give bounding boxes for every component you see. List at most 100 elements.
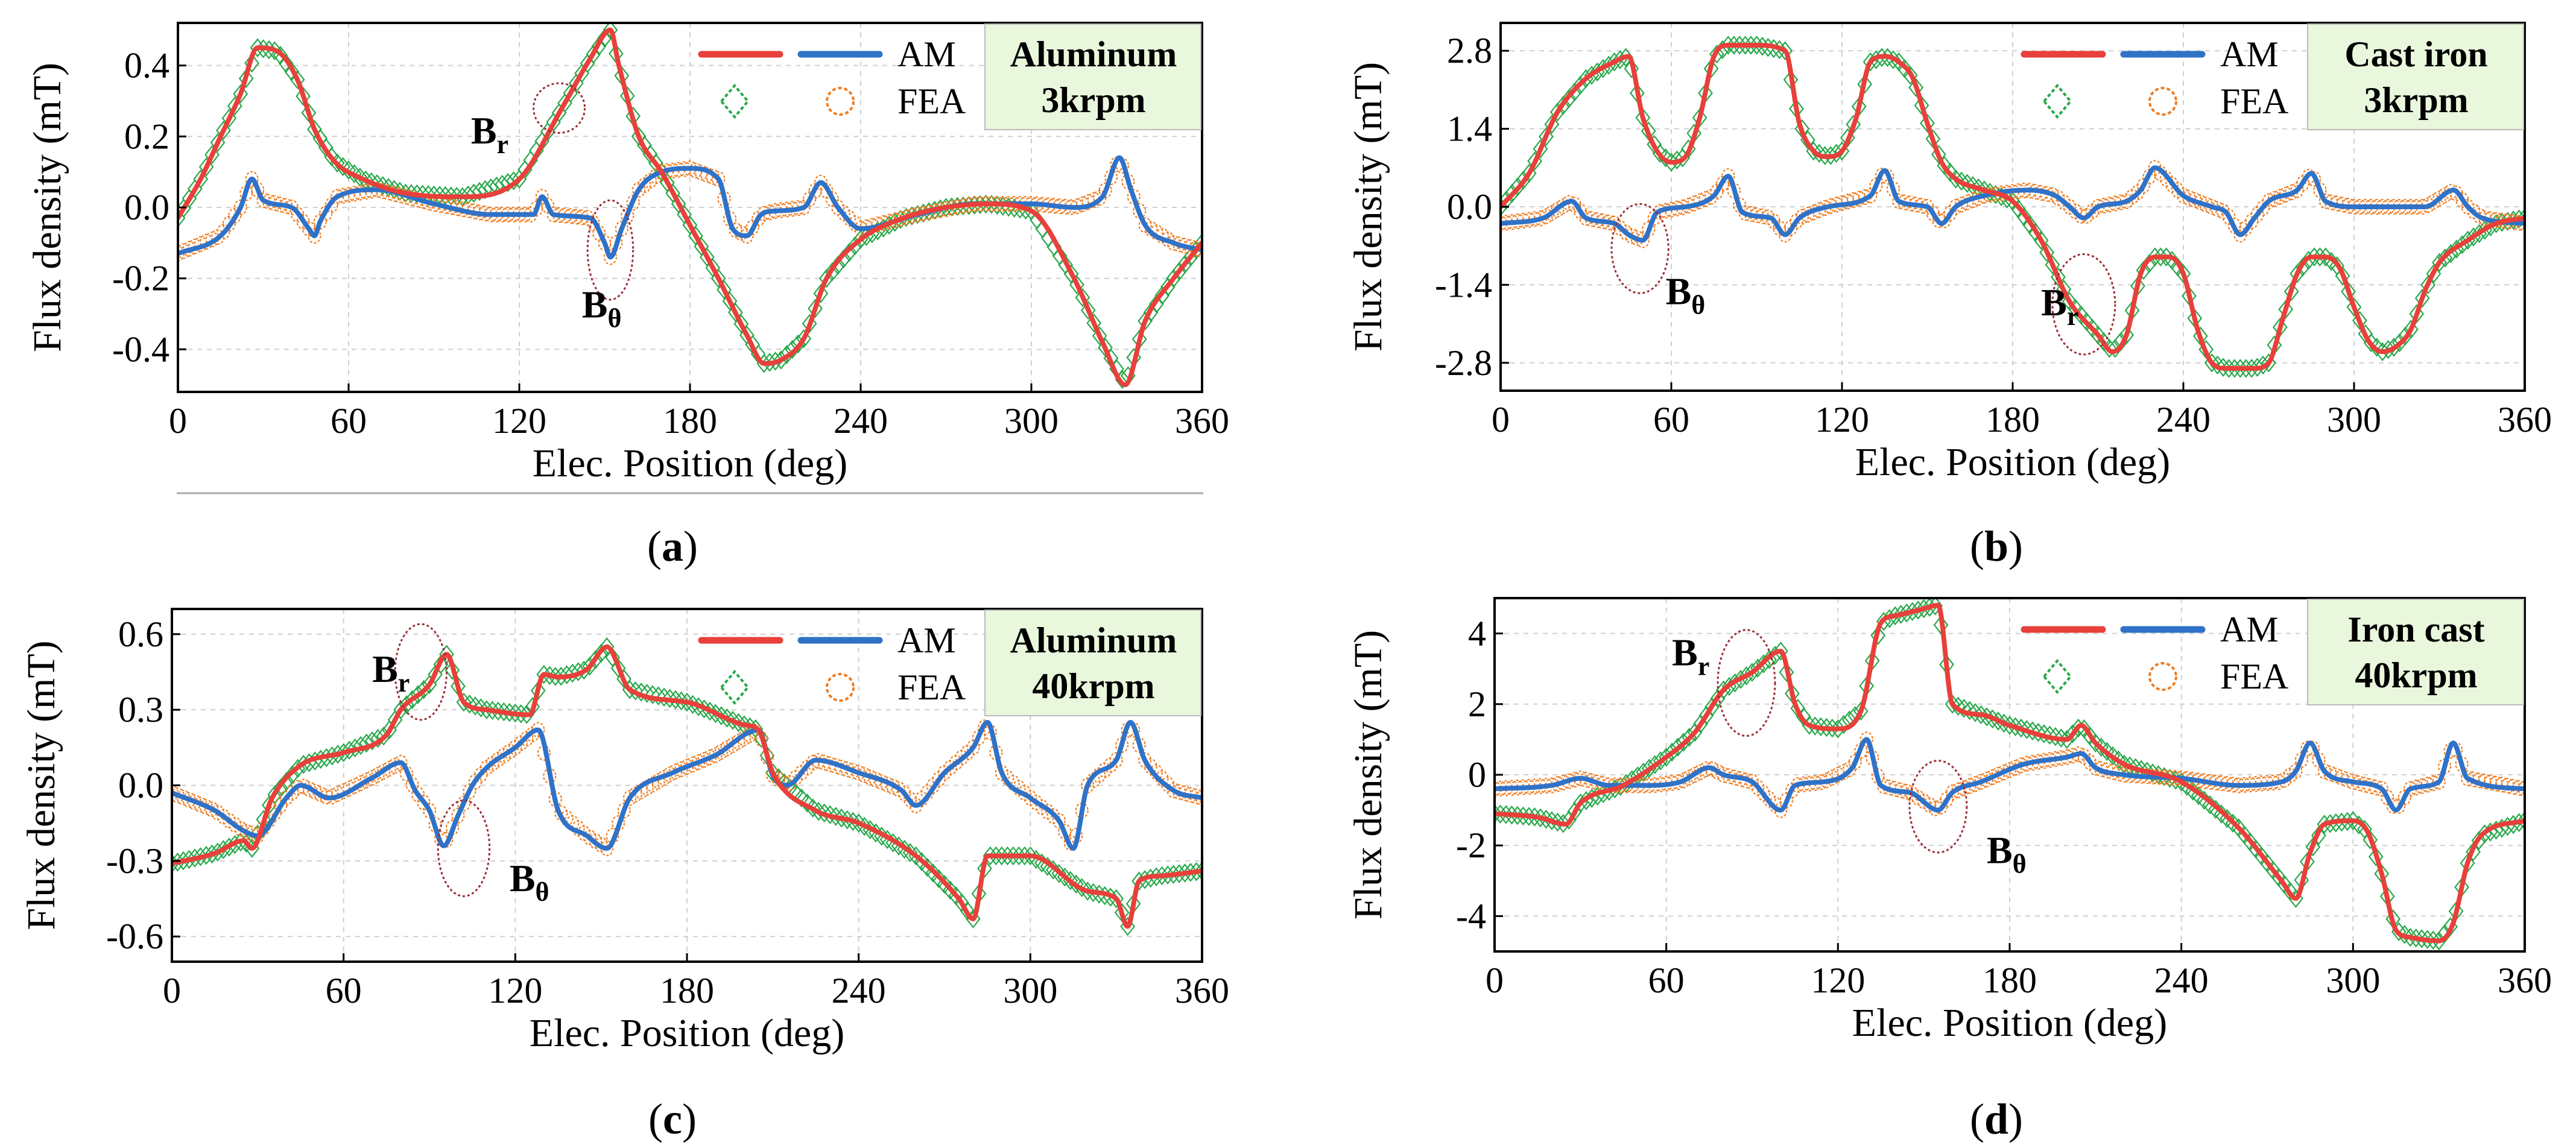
- legend: AM FEA: [2021, 610, 2288, 696]
- legend-am-label: AM: [897, 620, 956, 660]
- fea-btheta-marker: [359, 772, 373, 789]
- fea-btheta-marker: [2307, 171, 2321, 187]
- fea-br-marker: [511, 169, 527, 189]
- fea-btheta-marker: [2323, 765, 2337, 781]
- fea-br-marker: [2437, 248, 2453, 268]
- y-tick-label: 2.8: [1447, 31, 1492, 71]
- fea-br-marker: [335, 157, 350, 177]
- fea-btheta-marker: [2313, 182, 2327, 198]
- fea-br-marker: [2099, 742, 2115, 762]
- fea-br-marker: [1653, 751, 1668, 771]
- annotation-btheta: Bθ: [1610, 203, 1705, 320]
- legend-fea-btheta-marker: [826, 673, 855, 702]
- x-tick-label: 0: [1486, 960, 1504, 1000]
- fea-br-marker: [1647, 755, 1663, 774]
- fea-br-marker: [1715, 40, 1730, 60]
- fea-br-marker: [1063, 871, 1078, 891]
- x-axis-title: Elec. Position (deg): [1852, 1001, 2167, 1045]
- fea-br-marker: [1160, 277, 1176, 297]
- fea-btheta-marker: [897, 785, 911, 801]
- legend: AM FEA: [698, 620, 966, 707]
- fea-br-marker: [2105, 746, 2121, 766]
- fea-br-marker: [341, 160, 356, 180]
- fea-br-marker: [1189, 862, 1202, 882]
- fea-br-marker: [642, 144, 658, 164]
- x-tick-label: 240: [2154, 960, 2209, 1000]
- panel-label: (a): [647, 522, 698, 570]
- fea-br-marker: [725, 710, 741, 730]
- am-br-line: [172, 644, 1202, 929]
- fea-br-marker: [851, 813, 867, 833]
- fea-btheta-marker: [2432, 191, 2446, 207]
- fea-br-marker: [2500, 816, 2515, 836]
- fea-br-marker: [1954, 171, 1969, 191]
- x-tick-label: 0: [169, 401, 187, 441]
- fea-br-marker: [2122, 756, 2138, 776]
- legend-fea-label: FEA: [2220, 657, 2288, 696]
- fea-btheta-marker: [903, 791, 917, 808]
- fea-br-marker: [1834, 141, 1850, 161]
- material-name: Iron cast: [2347, 610, 2484, 649]
- fea-btheta-marker: [2512, 215, 2525, 231]
- material-speed: 40krpm: [2355, 655, 2477, 695]
- fea-btheta-marker: [709, 747, 723, 763]
- fea-btheta-marker: [1848, 754, 1862, 771]
- fea-btheta-marker: [1688, 766, 1702, 783]
- material-box-bg: [984, 24, 1201, 130]
- panel-label: (b): [1970, 522, 2023, 570]
- fea-br-marker: [2511, 813, 2525, 833]
- fea-btheta-marker: [1790, 213, 1803, 230]
- fea-br-marker: [210, 842, 226, 862]
- y-tick-label: 0.0: [118, 766, 163, 806]
- annotation-ellipse: [586, 199, 635, 301]
- legend-fea-btheta-marker: [2148, 87, 2177, 116]
- fea-br-marker: [462, 694, 477, 714]
- fea-br-marker: [2454, 235, 2470, 254]
- y-tick-label: -0.4: [112, 329, 169, 369]
- fea-btheta-marker: [2100, 762, 2114, 779]
- fea-br-marker: [221, 837, 237, 857]
- fea-btheta-marker: [1138, 752, 1152, 768]
- fea-br-marker: [599, 637, 615, 657]
- fea-btheta-marker: [645, 777, 660, 793]
- plot-area: [172, 637, 1202, 936]
- annotation-ellipse: [1717, 629, 1776, 737]
- fea-br-marker: [439, 645, 454, 664]
- fea-br-marker: [714, 706, 729, 725]
- fea-btheta-marker: [2085, 203, 2100, 219]
- fea-btheta-marker: [422, 803, 437, 819]
- material-box: Iron cast 40krpm: [2307, 599, 2524, 705]
- fea-btheta-marker: [239, 824, 253, 840]
- annotation-ellipse: [533, 82, 586, 134]
- annotation-br: Br: [372, 623, 448, 721]
- annotation-br: Br: [2041, 253, 2116, 356]
- fea-br-marker: [2397, 925, 2413, 944]
- fea-br-marker: [576, 660, 592, 680]
- fea-btheta-marker: [451, 807, 465, 824]
- fea-btheta-marker: [1949, 198, 1963, 215]
- fea-br-marker: [1928, 598, 1943, 616]
- chart-panel-c: 0 60 120 180 240 300 360 -0.6 -0.3 0.0 0.3 0.6 Elec.…: [19, 608, 1229, 1143]
- fea-btheta-marker: [740, 227, 754, 244]
- fea-br-marker: [2261, 353, 2276, 373]
- x-tick-label: 120: [1815, 400, 1869, 440]
- x-tick-label: 240: [2156, 400, 2210, 440]
- x-tick-label: 120: [1811, 960, 1865, 1000]
- fea-btheta-marker: [2289, 763, 2303, 780]
- x-tick-label: 60: [1648, 960, 1685, 1000]
- fea-btheta-marker: [2182, 190, 2196, 206]
- fea-br-marker: [887, 212, 902, 232]
- fea-br-marker: [2386, 338, 2402, 357]
- am-btheta-line: [1495, 737, 2525, 813]
- legend-fea-br-marker: [2042, 83, 2072, 119]
- fea-btheta-marker: [1986, 769, 1999, 786]
- fea-btheta-marker: [734, 225, 748, 241]
- y-tick-label: 4: [1468, 614, 1486, 654]
- x-tick-label: 60: [331, 401, 367, 441]
- fea-br-marker: [358, 170, 373, 190]
- x-tick-label: 300: [2327, 400, 2381, 440]
- y-tick-label: 0: [1468, 755, 1486, 795]
- am-br-line: [178, 27, 1202, 388]
- fea-btheta-marker: [674, 761, 688, 777]
- fea-btheta-marker: [623, 790, 637, 806]
